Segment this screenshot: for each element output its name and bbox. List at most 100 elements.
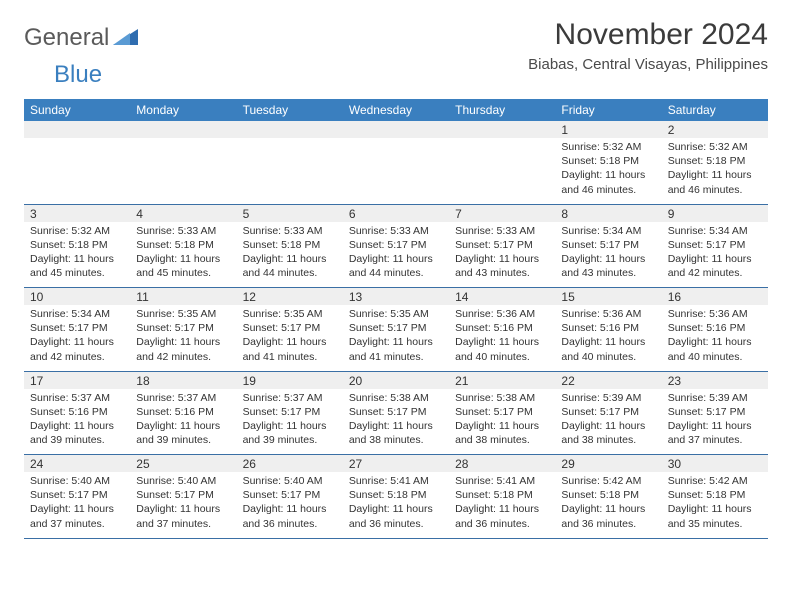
sunrise-line: Sunrise: 5:40 AM bbox=[243, 474, 339, 488]
calendar-table: SundayMondayTuesdayWednesdayThursdayFrid… bbox=[24, 99, 768, 539]
sunrise-line: Sunrise: 5:35 AM bbox=[243, 307, 339, 321]
sunrise-line: Sunrise: 5:36 AM bbox=[561, 307, 657, 321]
brand-mark-icon bbox=[113, 28, 139, 51]
week-2-bodyrow: Sunrise: 5:34 AMSunset: 5:17 PMDaylight:… bbox=[24, 305, 768, 371]
day-20-details: Sunrise: 5:38 AMSunset: 5:17 PMDaylight:… bbox=[343, 389, 449, 455]
sunset-line: Sunset: 5:17 PM bbox=[243, 321, 339, 335]
day-26-number: 26 bbox=[237, 455, 343, 473]
sunset-line: Sunset: 5:17 PM bbox=[349, 405, 445, 419]
day-19-number: 19 bbox=[237, 371, 343, 389]
daylight-line: Daylight: 11 hours and 38 minutes. bbox=[349, 419, 445, 447]
day-23-number: 23 bbox=[662, 371, 768, 389]
daylight-line: Daylight: 11 hours and 38 minutes. bbox=[561, 419, 657, 447]
day-13-number: 13 bbox=[343, 288, 449, 306]
day-25-details: Sunrise: 5:40 AMSunset: 5:17 PMDaylight:… bbox=[130, 472, 236, 538]
dayname-row: SundayMondayTuesdayWednesdayThursdayFrid… bbox=[24, 99, 768, 121]
daylight-line: Daylight: 11 hours and 42 minutes. bbox=[668, 252, 764, 280]
day-6-number: 6 bbox=[343, 204, 449, 222]
dayname-saturday: Saturday bbox=[662, 99, 768, 121]
sunset-line: Sunset: 5:17 PM bbox=[30, 321, 126, 335]
sunrise-line: Sunrise: 5:37 AM bbox=[30, 391, 126, 405]
day-2-number: 2 bbox=[662, 121, 768, 138]
day-1-details: Sunrise: 5:32 AMSunset: 5:18 PMDaylight:… bbox=[555, 138, 661, 204]
sunset-line: Sunset: 5:16 PM bbox=[136, 405, 232, 419]
day-19-details: Sunrise: 5:37 AMSunset: 5:17 PMDaylight:… bbox=[237, 389, 343, 455]
empty-cell bbox=[343, 121, 449, 138]
daylight-line: Daylight: 11 hours and 39 minutes. bbox=[136, 419, 232, 447]
day-30-number: 30 bbox=[662, 455, 768, 473]
day-3-details: Sunrise: 5:32 AMSunset: 5:18 PMDaylight:… bbox=[24, 222, 130, 288]
sunset-line: Sunset: 5:18 PM bbox=[349, 488, 445, 502]
bottom-rule bbox=[24, 538, 768, 539]
sunrise-line: Sunrise: 5:34 AM bbox=[30, 307, 126, 321]
sunset-line: Sunset: 5:17 PM bbox=[136, 321, 232, 335]
day-28-number: 28 bbox=[449, 455, 555, 473]
daylight-line: Daylight: 11 hours and 40 minutes. bbox=[561, 335, 657, 363]
brand-logo: General bbox=[24, 18, 141, 52]
daylight-line: Daylight: 11 hours and 43 minutes. bbox=[561, 252, 657, 280]
day-11-number: 11 bbox=[130, 288, 236, 306]
day-16-number: 16 bbox=[662, 288, 768, 306]
daylight-line: Daylight: 11 hours and 35 minutes. bbox=[668, 502, 764, 530]
dayname-monday: Monday bbox=[130, 99, 236, 121]
sunrise-line: Sunrise: 5:39 AM bbox=[561, 391, 657, 405]
sunset-line: Sunset: 5:17 PM bbox=[349, 321, 445, 335]
day-18-number: 18 bbox=[130, 371, 236, 389]
sunrise-line: Sunrise: 5:37 AM bbox=[136, 391, 232, 405]
daylight-line: Daylight: 11 hours and 37 minutes. bbox=[136, 502, 232, 530]
day-14-number: 14 bbox=[449, 288, 555, 306]
day-3-number: 3 bbox=[24, 204, 130, 222]
sunrise-line: Sunrise: 5:33 AM bbox=[243, 224, 339, 238]
empty-cell bbox=[343, 138, 449, 204]
week-4-bodyrow: Sunrise: 5:40 AMSunset: 5:17 PMDaylight:… bbox=[24, 472, 768, 538]
day-16-details: Sunrise: 5:36 AMSunset: 5:16 PMDaylight:… bbox=[662, 305, 768, 371]
day-4-number: 4 bbox=[130, 204, 236, 222]
day-29-number: 29 bbox=[555, 455, 661, 473]
daylight-line: Daylight: 11 hours and 41 minutes. bbox=[349, 335, 445, 363]
day-18-details: Sunrise: 5:37 AMSunset: 5:16 PMDaylight:… bbox=[130, 389, 236, 455]
daylight-line: Daylight: 11 hours and 44 minutes. bbox=[243, 252, 339, 280]
empty-cell bbox=[24, 138, 130, 204]
daylight-line: Daylight: 11 hours and 36 minutes. bbox=[455, 502, 551, 530]
day-7-details: Sunrise: 5:33 AMSunset: 5:17 PMDaylight:… bbox=[449, 222, 555, 288]
sunrise-line: Sunrise: 5:38 AM bbox=[349, 391, 445, 405]
week-4-numrow: 24252627282930 bbox=[24, 455, 768, 473]
dayname-tuesday: Tuesday bbox=[237, 99, 343, 121]
daylight-line: Daylight: 11 hours and 46 minutes. bbox=[561, 168, 657, 196]
daylight-line: Daylight: 11 hours and 36 minutes. bbox=[243, 502, 339, 530]
day-10-number: 10 bbox=[24, 288, 130, 306]
day-8-number: 8 bbox=[555, 204, 661, 222]
sunrise-line: Sunrise: 5:34 AM bbox=[668, 224, 764, 238]
sunset-line: Sunset: 5:17 PM bbox=[136, 488, 232, 502]
sunrise-line: Sunrise: 5:33 AM bbox=[455, 224, 551, 238]
sunrise-line: Sunrise: 5:42 AM bbox=[668, 474, 764, 488]
sunset-line: Sunset: 5:17 PM bbox=[561, 405, 657, 419]
sunset-line: Sunset: 5:16 PM bbox=[30, 405, 126, 419]
sunset-line: Sunset: 5:17 PM bbox=[243, 405, 339, 419]
day-10-details: Sunrise: 5:34 AMSunset: 5:17 PMDaylight:… bbox=[24, 305, 130, 371]
sunset-line: Sunset: 5:17 PM bbox=[30, 488, 126, 502]
day-21-details: Sunrise: 5:38 AMSunset: 5:17 PMDaylight:… bbox=[449, 389, 555, 455]
day-24-details: Sunrise: 5:40 AMSunset: 5:17 PMDaylight:… bbox=[24, 472, 130, 538]
day-27-number: 27 bbox=[343, 455, 449, 473]
sunset-line: Sunset: 5:17 PM bbox=[561, 238, 657, 252]
title-month: November 2024 bbox=[528, 18, 768, 52]
sunrise-line: Sunrise: 5:32 AM bbox=[668, 140, 764, 154]
week-3-numrow: 17181920212223 bbox=[24, 371, 768, 389]
day-9-details: Sunrise: 5:34 AMSunset: 5:17 PMDaylight:… bbox=[662, 222, 768, 288]
sunrise-line: Sunrise: 5:41 AM bbox=[455, 474, 551, 488]
day-26-details: Sunrise: 5:40 AMSunset: 5:17 PMDaylight:… bbox=[237, 472, 343, 538]
day-15-number: 15 bbox=[555, 288, 661, 306]
day-15-details: Sunrise: 5:36 AMSunset: 5:16 PMDaylight:… bbox=[555, 305, 661, 371]
sunset-line: Sunset: 5:18 PM bbox=[668, 154, 764, 168]
day-6-details: Sunrise: 5:33 AMSunset: 5:17 PMDaylight:… bbox=[343, 222, 449, 288]
sunset-line: Sunset: 5:18 PM bbox=[561, 154, 657, 168]
sunset-line: Sunset: 5:16 PM bbox=[455, 321, 551, 335]
sunset-line: Sunset: 5:17 PM bbox=[349, 238, 445, 252]
title-location: Biabas, Central Visayas, Philippines bbox=[528, 56, 768, 73]
sunrise-line: Sunrise: 5:37 AM bbox=[243, 391, 339, 405]
day-7-number: 7 bbox=[449, 204, 555, 222]
day-29-details: Sunrise: 5:42 AMSunset: 5:18 PMDaylight:… bbox=[555, 472, 661, 538]
day-11-details: Sunrise: 5:35 AMSunset: 5:17 PMDaylight:… bbox=[130, 305, 236, 371]
empty-cell bbox=[237, 121, 343, 138]
